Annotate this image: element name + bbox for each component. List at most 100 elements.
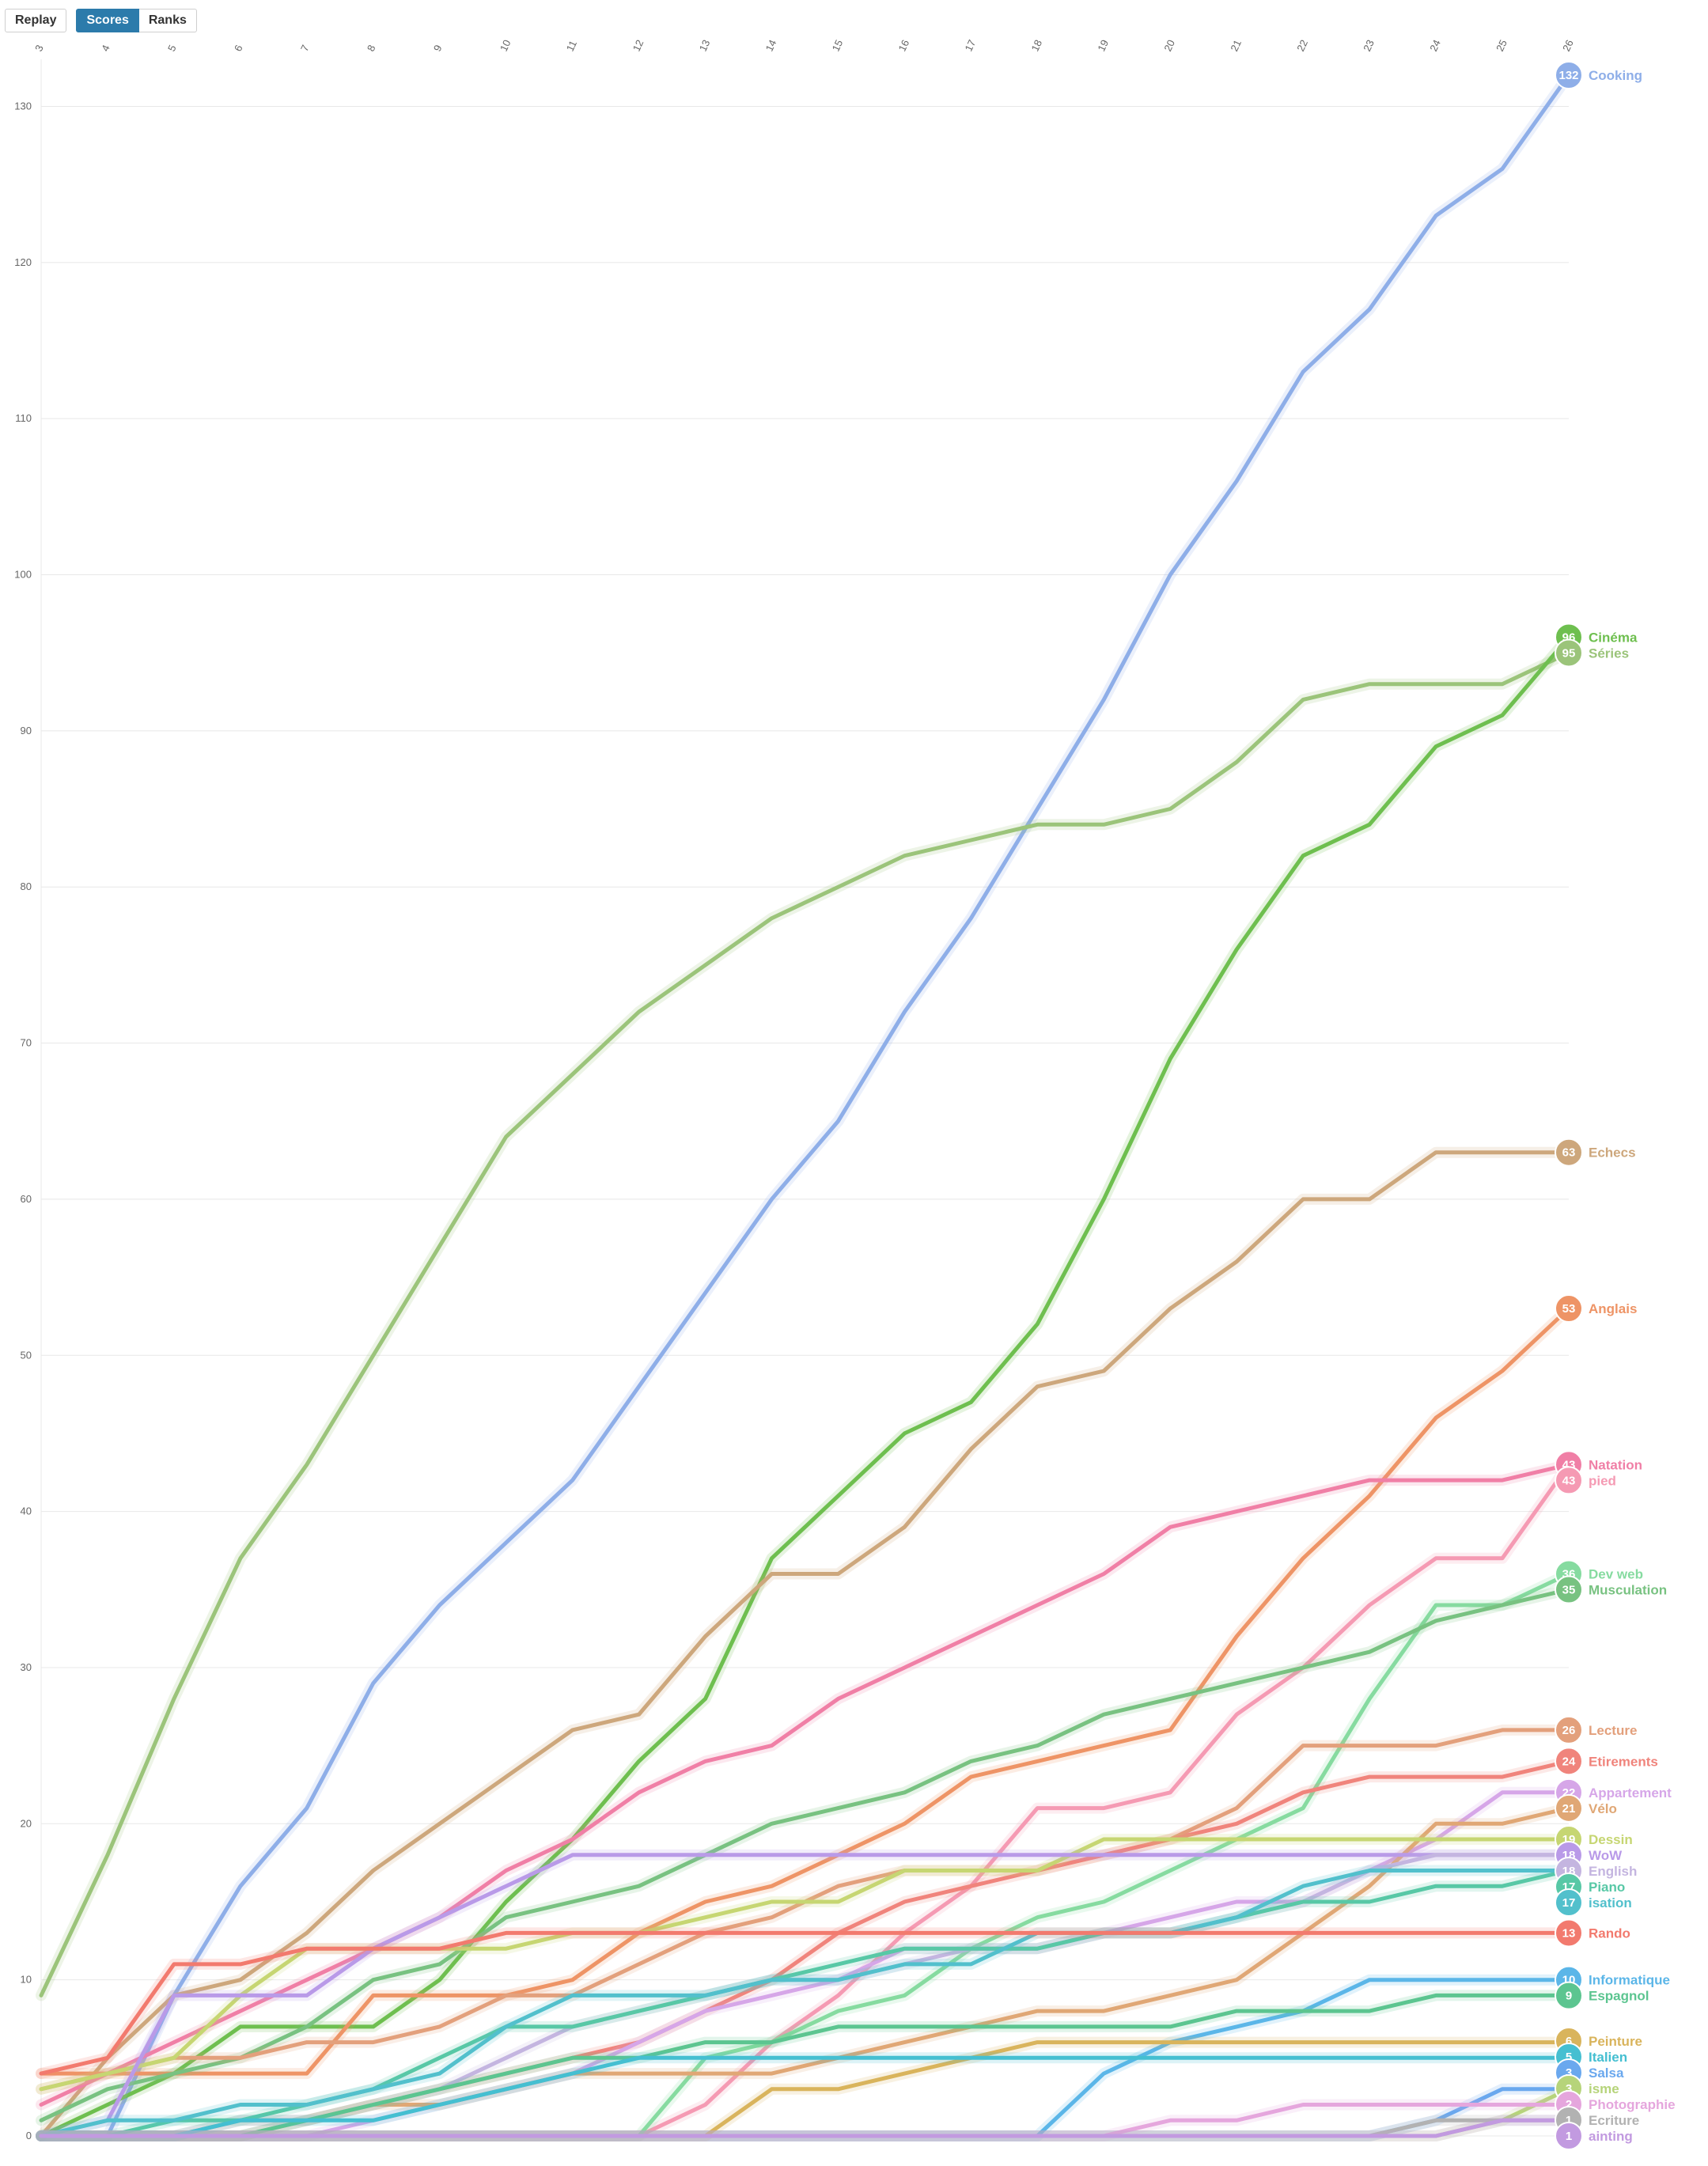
end-value-bubble — [1555, 1888, 1583, 1918]
series-line — [39, 2118, 1571, 2138]
series-name-label: Informatique — [1589, 1973, 1670, 1988]
series-line — [39, 1869, 1571, 2138]
x-tick-label: 16 — [896, 38, 912, 53]
end-label: 1 ainting — [1555, 2122, 1633, 2150]
x-tick-label: 18 — [1028, 38, 1044, 53]
series-natation — [36, 1459, 1574, 2111]
series-lines — [36, 70, 1574, 2141]
y-gridlines — [41, 105, 1569, 2137]
series-echecs — [36, 1146, 1574, 2141]
x-tick-label: 26 — [1560, 38, 1576, 53]
y-tick-label: 130 — [14, 100, 32, 112]
series-cooking — [36, 70, 1574, 2141]
end-value-bubble — [1555, 1575, 1583, 1604]
series-italien — [36, 2052, 1574, 2141]
end-value: 35 — [1562, 1584, 1576, 1597]
end-value: 5 — [1566, 2051, 1572, 2064]
y-tick-label: 50 — [21, 1349, 32, 1361]
y-tick-label: 120 — [14, 256, 32, 268]
end-value-bubble — [1555, 638, 1583, 668]
ranks-button[interactable]: Ranks — [138, 9, 197, 32]
series-name-label: Piano — [1589, 1880, 1625, 1895]
series-line — [39, 1869, 1571, 2138]
y-tick-label: 100 — [14, 569, 32, 581]
replay-button[interactable]: Replay — [5, 9, 67, 32]
end-value-bubble — [1555, 2122, 1583, 2150]
series-line — [39, 650, 1571, 1997]
x-tick-label: 21 — [1228, 38, 1244, 53]
series-name-label: Rando — [1589, 1926, 1630, 1941]
series-name-label: Vélo — [1589, 1801, 1617, 1816]
series-name-label: WoW — [1589, 1848, 1623, 1863]
series-line — [39, 635, 1571, 2138]
toolbar: Replay Scores Ranks — [5, 9, 197, 32]
end-value-bubble — [1555, 1138, 1583, 1167]
y-axis: 0 10 20 30 40 50 60 70 80 90 100 110 120 130 — [14, 59, 42, 2141]
series-line — [39, 1930, 1571, 2076]
series-name-label: Peinture — [1589, 2034, 1642, 2049]
series-name-label: Ecriture — [1589, 2113, 1639, 2128]
y-tick-label: 90 — [21, 725, 32, 737]
series-line — [39, 1853, 1571, 2138]
y-tick-label: 110 — [15, 412, 32, 424]
end-label: 26 Lecture — [1555, 1715, 1637, 1744]
y-tick-label: 10 — [21, 1974, 32, 1986]
series-name-label: Cooking — [1589, 68, 1642, 83]
end-value: 9 — [1566, 1990, 1572, 2003]
series-line — [39, 1462, 1571, 2107]
series-name-label: pied — [1589, 1473, 1616, 1488]
end-label: 13 Rando — [1555, 1918, 1630, 1948]
scores-button[interactable]: Scores — [76, 9, 139, 32]
series-name-label: Dev web — [1589, 1567, 1643, 1582]
x-tick-label: 19 — [1095, 38, 1111, 53]
series-halo — [36, 647, 1574, 2001]
y-tick-label: 80 — [21, 880, 32, 892]
series-name-label: Dessin — [1589, 1832, 1633, 1847]
end-value-bubble — [1555, 1294, 1583, 1323]
x-axis: 3 4 5 6 7 8 9 10 11 12 13 14 15 16 17 18 19 20 21 22 23 24 25 2… — [32, 38, 1576, 53]
end-label: 95 Séries — [1555, 638, 1629, 668]
view-mode-toggle: Scores Ranks — [76, 9, 197, 32]
series-name-label: Photographie — [1589, 2097, 1676, 2112]
x-tick-label: 25 — [1494, 38, 1509, 53]
end-value-bubble — [1555, 1793, 1583, 1823]
end-value: 21 — [1562, 1802, 1576, 1816]
end-value-bubble — [1555, 1715, 1583, 1744]
series-rando — [36, 1927, 1574, 2080]
series-name-label: Lecture — [1589, 1723, 1637, 1738]
end-value: 26 — [1562, 1724, 1576, 1737]
series-anglais — [36, 1303, 1574, 2080]
end-value: 1 — [1566, 2114, 1572, 2127]
x-tick-label: 20 — [1161, 38, 1177, 53]
end-value: 43 — [1562, 1474, 1576, 1487]
end-value: 17 — [1562, 1896, 1576, 1910]
x-tick-label: 10 — [498, 38, 513, 53]
end-value: 3 — [1566, 2082, 1572, 2096]
end-label: 21 Vélo — [1555, 1793, 1617, 1823]
series-name-label: Salsa — [1589, 2066, 1624, 2081]
series-name-label: Natation — [1589, 1457, 1642, 1472]
end-value: 95 — [1562, 646, 1576, 660]
end-label: 35 Musculation — [1555, 1575, 1667, 1604]
end-label: 63 Echecs — [1555, 1138, 1636, 1167]
series-line — [39, 73, 1571, 2138]
series-line — [39, 1587, 1571, 2122]
series-line — [39, 1993, 1571, 2138]
series-name-label: Echecs — [1589, 1145, 1636, 1161]
y-tick-label: 30 — [21, 1661, 32, 1673]
end-label: 53 Anglais — [1555, 1294, 1637, 1323]
series-halo — [36, 70, 1574, 2141]
series-wow — [36, 1849, 1574, 2141]
x-tick-label: 22 — [1294, 38, 1310, 53]
x-tick-label: 9 — [431, 43, 445, 53]
y-tick-label: 60 — [21, 1193, 32, 1205]
x-tick-label: 11 — [564, 39, 579, 54]
end-value: 132 — [1558, 69, 1578, 82]
series-name-label: isation — [1589, 1895, 1632, 1910]
series-line — [39, 1150, 1571, 2138]
x-tick-label: 8 — [365, 43, 378, 53]
end-value-bubble — [1555, 1466, 1583, 1495]
x-tick-label: 13 — [697, 38, 713, 53]
x-tick-label: 15 — [830, 38, 846, 53]
x-tick-label: 14 — [763, 38, 779, 53]
